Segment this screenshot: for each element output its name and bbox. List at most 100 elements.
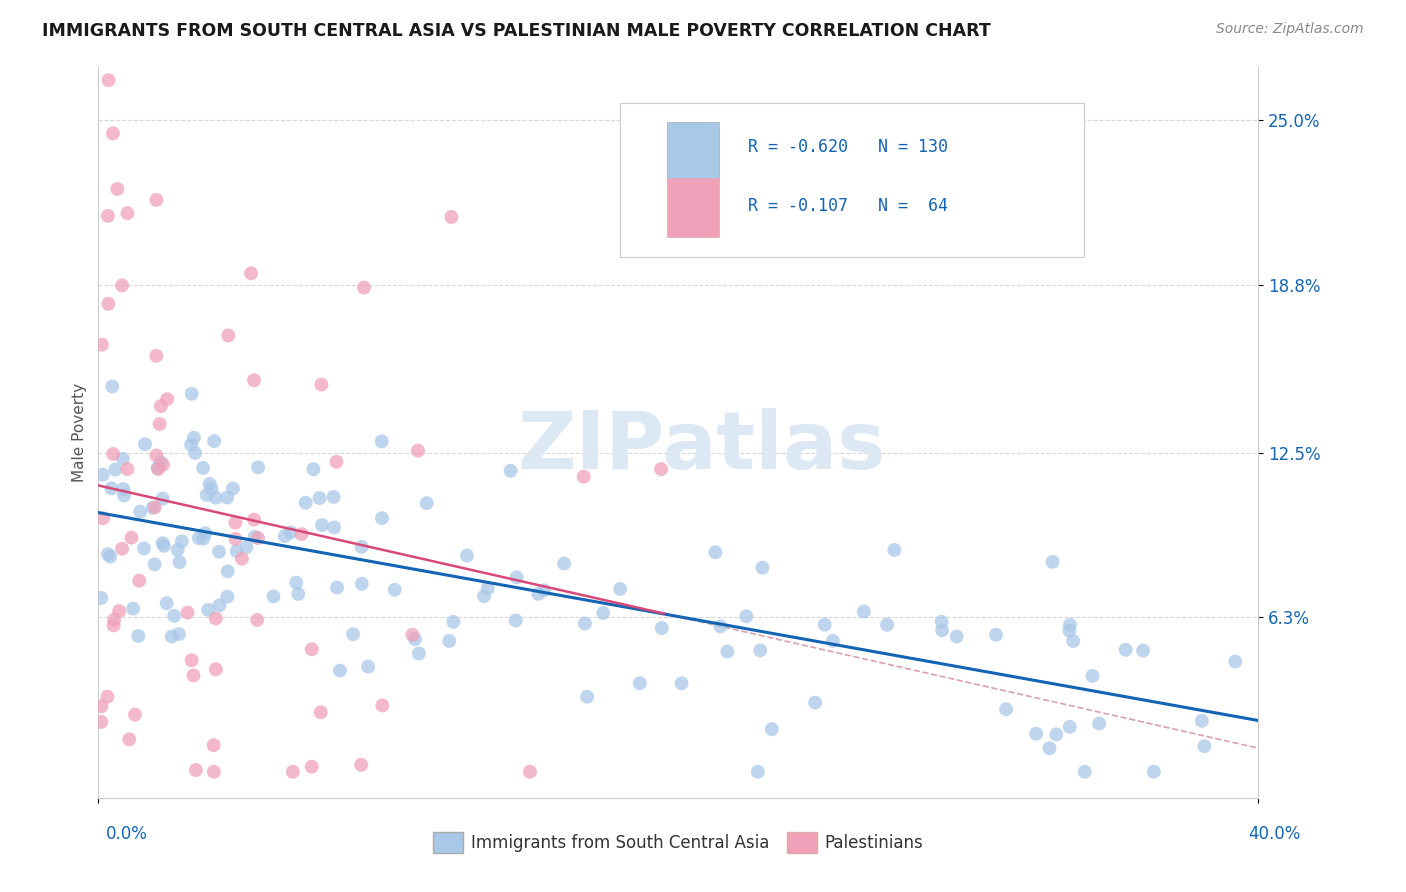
Point [101, 379, 124, 393]
Point [148, 462, 170, 476]
FancyBboxPatch shape [666, 178, 718, 236]
Point [222, 482, 245, 496]
Point [384, 582, 406, 597]
Point [163, 608, 186, 623]
Point [574, 616, 596, 631]
Point [415, 496, 437, 510]
Point [160, 630, 183, 644]
Point [325, 455, 347, 469]
Point [1059, 624, 1081, 638]
Point [441, 615, 464, 629]
Point [176, 606, 198, 620]
Point [1088, 716, 1111, 731]
Point [132, 541, 155, 556]
Point [101, 127, 124, 141]
Point [527, 587, 550, 601]
Point [156, 392, 179, 407]
Point [191, 461, 214, 475]
Point [735, 609, 758, 624]
Point [152, 458, 174, 472]
Point [180, 653, 202, 667]
Point [180, 438, 202, 452]
Point [280, 525, 302, 540]
Point [152, 491, 174, 506]
Text: R = -0.620   N = 130: R = -0.620 N = 130 [748, 138, 948, 156]
Point [246, 531, 269, 545]
Point [716, 644, 738, 658]
Point [224, 516, 246, 530]
Point [142, 500, 165, 515]
Point [225, 544, 247, 558]
Point [576, 690, 599, 704]
Point [406, 443, 429, 458]
Point [1045, 727, 1067, 741]
Point [456, 549, 478, 563]
Point [1194, 739, 1216, 754]
Point [572, 469, 595, 483]
Point [650, 462, 672, 476]
Point [761, 722, 783, 736]
Point [195, 488, 218, 502]
Point [145, 193, 167, 207]
Point [145, 349, 167, 363]
Point [194, 526, 217, 541]
Point [995, 702, 1018, 716]
Point [193, 532, 215, 546]
Point [505, 570, 527, 584]
Text: ZIPatlas: ZIPatlas [517, 409, 886, 486]
Point [326, 581, 349, 595]
Point [404, 632, 426, 647]
Point [323, 520, 346, 534]
Point [342, 627, 364, 641]
Point [117, 206, 139, 220]
Point [243, 513, 266, 527]
Point [931, 615, 953, 629]
Point [1143, 764, 1166, 779]
Point [153, 539, 176, 553]
Point [98, 549, 121, 564]
Point [117, 462, 139, 476]
Point [592, 606, 614, 620]
Point [217, 491, 239, 505]
Point [152, 536, 174, 550]
Point [111, 451, 134, 466]
Point [301, 642, 323, 657]
Point [247, 460, 270, 475]
Point [401, 628, 423, 642]
Point [1225, 655, 1247, 669]
Text: IMMIGRANTS FROM SOUTH CENTRAL ASIA VS PALESTINIAN MALE POVERTY CORRELATION CHART: IMMIGRANTS FROM SOUTH CENTRAL ASIA VS PA… [42, 22, 991, 40]
Point [108, 604, 131, 618]
Point [353, 280, 375, 294]
Point [97, 209, 120, 223]
Point [709, 619, 731, 633]
Point [121, 531, 143, 545]
Point [97, 297, 120, 311]
Text: 0.0%: 0.0% [105, 825, 148, 843]
Point [883, 543, 905, 558]
Point [145, 449, 167, 463]
Point [231, 551, 253, 566]
Point [118, 732, 141, 747]
Point [143, 500, 166, 515]
Point [749, 643, 772, 657]
Point [112, 488, 135, 502]
Point [217, 565, 239, 579]
Point [235, 540, 257, 554]
Point [100, 481, 122, 495]
Point [166, 542, 188, 557]
Point [103, 618, 125, 632]
Point [184, 446, 207, 460]
Point [246, 613, 269, 627]
Point [440, 210, 463, 224]
Point [205, 611, 228, 625]
Point [945, 630, 967, 644]
Legend: Immigrants from South Central Asia, Palestinians: Immigrants from South Central Asia, Pale… [426, 826, 931, 860]
Point [984, 628, 1007, 642]
Point [804, 696, 827, 710]
Point [224, 532, 246, 546]
Point [101, 447, 124, 461]
Point [104, 463, 127, 477]
Point [208, 545, 231, 559]
Point [202, 764, 225, 779]
Point [751, 560, 773, 574]
